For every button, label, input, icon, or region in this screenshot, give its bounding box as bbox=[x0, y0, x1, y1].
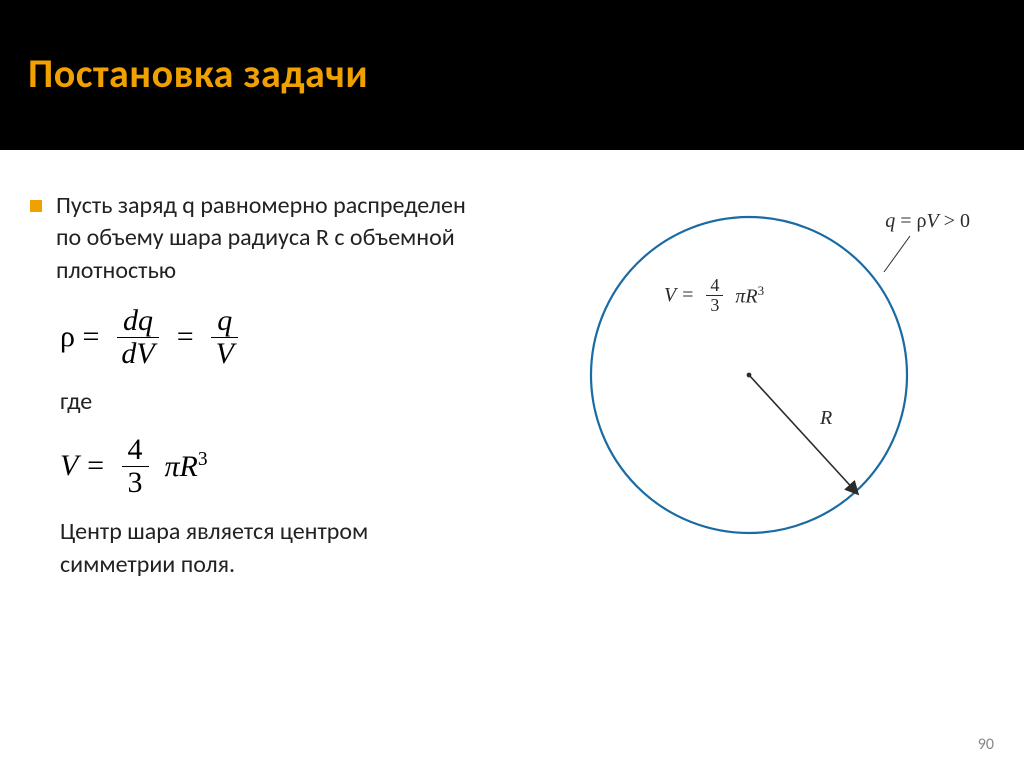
diagram-svg: R bbox=[534, 180, 964, 560]
slide-title: Постановка задачи bbox=[28, 49, 368, 98]
rho-eq: = bbox=[177, 320, 194, 354]
q-pointer bbox=[884, 236, 910, 272]
slide-content: Пусть заряд q равномерно распределен по … bbox=[0, 150, 1024, 768]
charge-label: q = ρV > 0 bbox=[885, 210, 970, 233]
rho-frac1: dq dV bbox=[115, 305, 160, 369]
radius-label: R bbox=[819, 407, 832, 429]
page-number: 90 bbox=[978, 735, 994, 754]
vol-lhs: V = bbox=[60, 449, 106, 483]
bullet-row: Пусть заряд q равномерно распределен по … bbox=[60, 190, 480, 287]
vol-frac: 4 3 bbox=[122, 434, 149, 498]
title-bar: Постановка задачи bbox=[0, 0, 1024, 150]
bullet-marker bbox=[30, 200, 42, 212]
radius-arrow bbox=[749, 375, 857, 493]
vol-tail: πR3 bbox=[165, 449, 208, 484]
rho-frac2: q V bbox=[210, 305, 240, 369]
bullet-text: Пусть заряд q равномерно распределен по … bbox=[56, 190, 480, 287]
conclusion-text: Центр шара является центром симметрии по… bbox=[60, 516, 480, 581]
sphere-diagram: R V = 4 3 πR3 q = ρV > 0 bbox=[534, 180, 964, 560]
rho-lhs: ρ = bbox=[60, 320, 99, 354]
volume-label-in-circle: V = 4 3 πR3 bbox=[664, 276, 764, 315]
